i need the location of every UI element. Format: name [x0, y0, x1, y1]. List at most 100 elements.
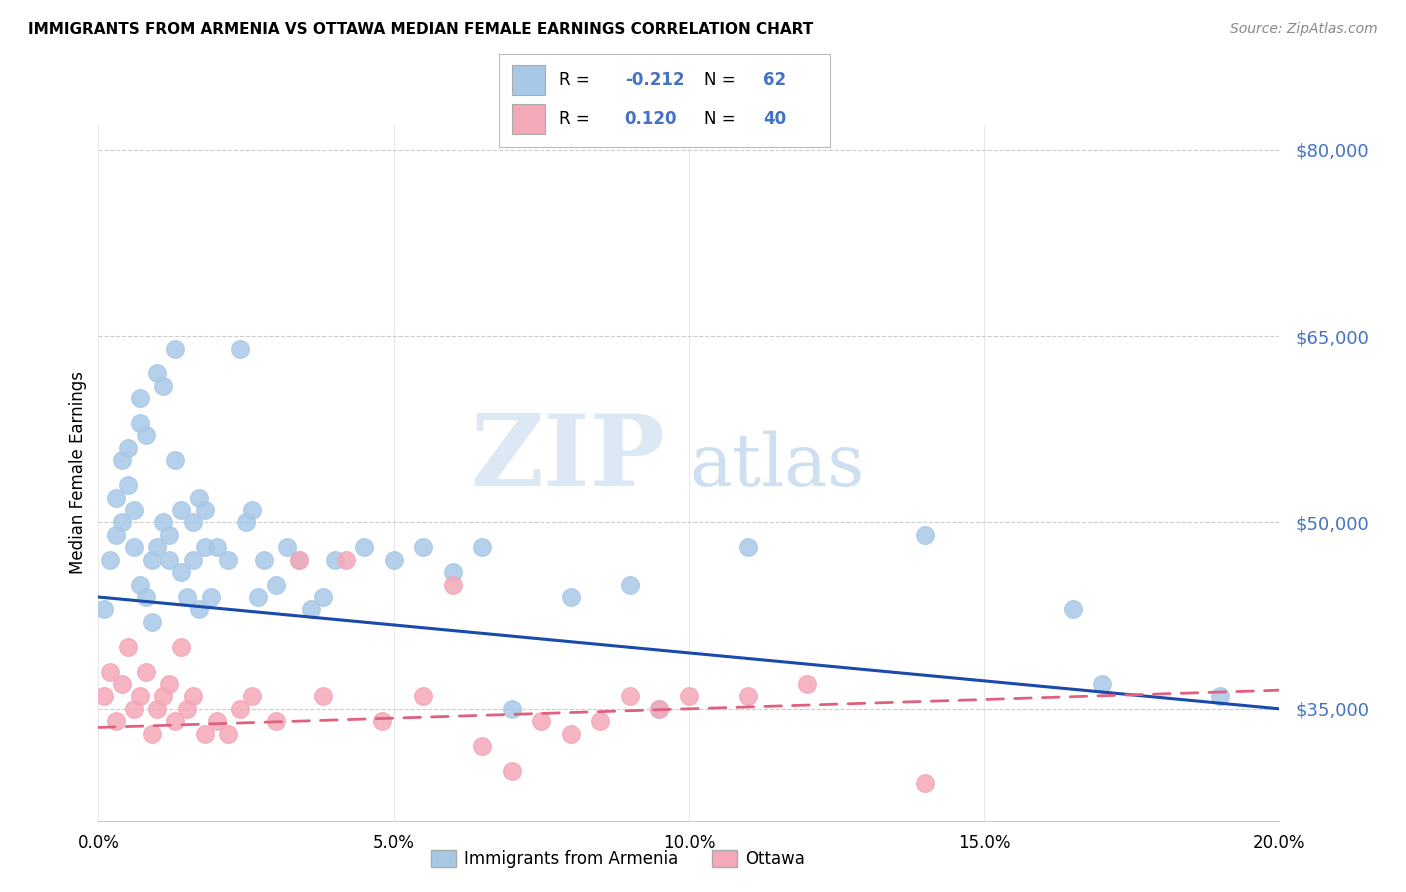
- Text: atlas: atlas: [689, 431, 865, 501]
- Point: [619, 577, 641, 591]
- Point: [441, 565, 464, 579]
- Point: [165, 714, 187, 729]
- Point: [235, 516, 257, 530]
- Point: [648, 702, 671, 716]
- Point: [589, 714, 612, 729]
- Point: [152, 690, 174, 704]
- Point: [181, 516, 204, 530]
- Point: [157, 677, 180, 691]
- Point: [914, 776, 936, 790]
- FancyBboxPatch shape: [512, 65, 546, 95]
- Point: [93, 690, 115, 704]
- Point: [648, 702, 671, 716]
- Point: [264, 714, 287, 729]
- Point: [157, 552, 180, 567]
- Point: [205, 714, 228, 729]
- Point: [117, 478, 139, 492]
- Point: [678, 690, 700, 704]
- Point: [141, 552, 163, 567]
- Point: [122, 503, 145, 517]
- Point: [105, 491, 128, 505]
- Point: [93, 602, 115, 616]
- Point: [323, 552, 346, 567]
- Point: [560, 590, 582, 604]
- Point: [170, 503, 193, 517]
- Point: [312, 690, 335, 704]
- Point: [240, 690, 263, 704]
- Point: [105, 528, 128, 542]
- Point: [217, 726, 239, 740]
- Point: [122, 702, 145, 716]
- Point: [312, 590, 335, 604]
- Point: [128, 416, 150, 430]
- Text: -0.212: -0.212: [624, 70, 685, 88]
- Point: [619, 690, 641, 704]
- Point: [288, 552, 311, 567]
- Point: [98, 665, 121, 679]
- Text: N =: N =: [704, 110, 741, 128]
- Point: [1091, 677, 1114, 691]
- Point: [194, 726, 217, 740]
- Point: [914, 528, 936, 542]
- Point: [264, 577, 287, 591]
- Point: [530, 714, 553, 729]
- Point: [135, 665, 157, 679]
- Text: R =: R =: [558, 70, 595, 88]
- Point: [371, 714, 394, 729]
- Point: [146, 541, 169, 555]
- Point: [471, 541, 494, 555]
- Point: [170, 640, 193, 654]
- Text: 40: 40: [763, 110, 786, 128]
- Point: [560, 726, 582, 740]
- Point: [1209, 690, 1232, 704]
- Legend: Immigrants from Armenia, Ottawa: Immigrants from Armenia, Ottawa: [425, 844, 811, 875]
- Y-axis label: Median Female Earnings: Median Female Earnings: [69, 371, 87, 574]
- Point: [796, 677, 818, 691]
- Point: [246, 590, 269, 604]
- Point: [128, 690, 150, 704]
- Point: [135, 590, 157, 604]
- Point: [128, 391, 150, 405]
- Point: [128, 577, 150, 591]
- Point: [176, 590, 198, 604]
- Point: [187, 602, 209, 616]
- Point: [335, 552, 357, 567]
- Point: [229, 342, 252, 356]
- Text: IMMIGRANTS FROM ARMENIA VS OTTAWA MEDIAN FEMALE EARNINGS CORRELATION CHART: IMMIGRANTS FROM ARMENIA VS OTTAWA MEDIAN…: [28, 22, 813, 37]
- Point: [117, 441, 139, 455]
- Point: [217, 552, 239, 567]
- Point: [122, 541, 145, 555]
- Point: [229, 702, 252, 716]
- Point: [141, 726, 163, 740]
- Point: [194, 503, 217, 517]
- Point: [353, 541, 375, 555]
- Point: [501, 764, 523, 778]
- FancyBboxPatch shape: [512, 104, 546, 134]
- Point: [181, 552, 204, 567]
- Point: [382, 552, 405, 567]
- Point: [135, 428, 157, 442]
- Point: [1032, 826, 1054, 840]
- Point: [157, 528, 180, 542]
- Point: [141, 615, 163, 629]
- Point: [737, 690, 759, 704]
- Point: [441, 577, 464, 591]
- Point: [276, 541, 298, 555]
- Point: [200, 590, 222, 604]
- Point: [471, 739, 494, 753]
- Text: 62: 62: [763, 70, 786, 88]
- Point: [1062, 602, 1084, 616]
- Text: Source: ZipAtlas.com: Source: ZipAtlas.com: [1230, 22, 1378, 37]
- Point: [111, 516, 134, 530]
- Point: [501, 702, 523, 716]
- Point: [194, 541, 217, 555]
- Point: [176, 702, 198, 716]
- Point: [288, 552, 311, 567]
- Point: [111, 677, 134, 691]
- Text: 0.120: 0.120: [624, 110, 678, 128]
- Point: [152, 516, 174, 530]
- Point: [111, 453, 134, 467]
- Point: [165, 453, 187, 467]
- Point: [105, 714, 128, 729]
- Point: [117, 640, 139, 654]
